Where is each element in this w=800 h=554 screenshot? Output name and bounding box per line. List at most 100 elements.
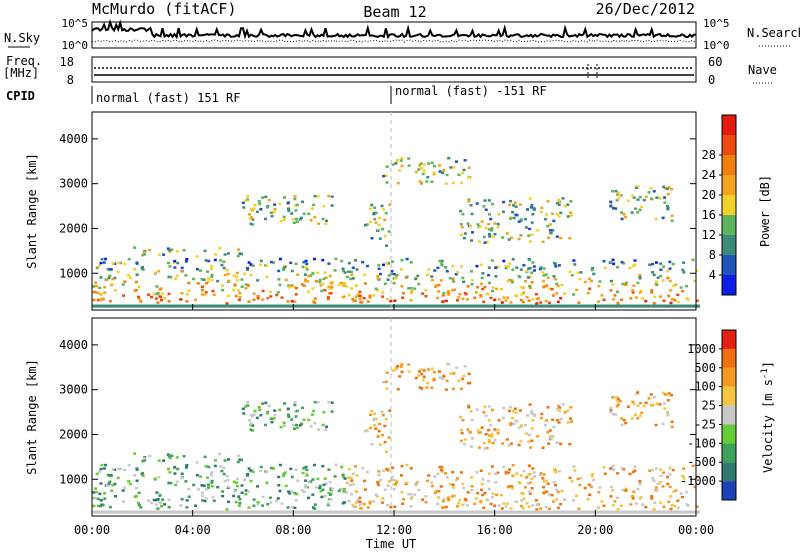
echo-cell xyxy=(268,496,272,499)
echo-cell xyxy=(307,480,311,484)
echo-cell xyxy=(324,276,328,279)
echo-cell xyxy=(416,510,421,514)
echo-cell xyxy=(123,262,127,266)
echo-cell xyxy=(147,499,151,502)
echo-cell xyxy=(504,472,508,476)
echo-cell xyxy=(504,265,508,268)
echo-cell xyxy=(295,286,299,290)
echo-cell xyxy=(194,298,198,301)
echo-cell xyxy=(462,280,466,284)
echo-cell xyxy=(481,493,485,497)
echo-cell xyxy=(657,510,662,514)
echo-cell xyxy=(612,298,616,301)
echo-cell xyxy=(356,292,360,296)
echo-cell xyxy=(538,473,542,477)
power-echo-cells xyxy=(92,156,700,308)
echo-cell xyxy=(214,459,217,462)
echo-cell xyxy=(525,269,529,273)
echo-cell xyxy=(349,270,353,274)
echo-cell xyxy=(252,504,256,507)
echo-cell xyxy=(363,429,367,433)
echo-cell xyxy=(290,300,294,303)
echo-cell xyxy=(235,271,239,275)
echo-cell xyxy=(609,205,613,208)
echo-cell xyxy=(549,437,553,441)
echo-cell xyxy=(521,506,525,510)
echo-cell xyxy=(530,412,533,415)
nsearch-label: N.Search xyxy=(747,26,800,40)
colorbar-swatch xyxy=(722,348,736,368)
colorbar-swatch xyxy=(722,462,736,482)
echo-cell xyxy=(293,403,297,407)
echo-cell xyxy=(536,435,540,438)
echo-cell xyxy=(447,362,451,366)
echo-cell xyxy=(425,180,429,183)
echo-cell xyxy=(539,416,543,420)
echo-cell xyxy=(273,208,277,211)
echo-cell xyxy=(384,211,388,215)
echo-cell xyxy=(496,222,500,226)
echo-cell xyxy=(644,401,648,405)
echo-cell xyxy=(651,468,654,472)
echo-cell xyxy=(93,497,97,500)
echo-cell xyxy=(211,495,215,499)
echo-cell xyxy=(615,405,619,408)
echo-cell xyxy=(121,283,125,286)
echo-cell xyxy=(500,301,504,304)
echo-cell xyxy=(341,296,345,299)
echo-cell xyxy=(400,268,403,271)
echo-cell xyxy=(457,379,461,383)
echo-cell xyxy=(286,201,290,204)
echo-cell xyxy=(272,467,276,470)
echo-cell xyxy=(330,204,334,207)
echo-cell xyxy=(256,279,260,282)
echo-cell xyxy=(127,463,131,467)
echo-cell xyxy=(636,185,640,188)
echo-cell xyxy=(340,487,343,491)
echo-cell xyxy=(383,424,387,428)
echo-cell xyxy=(620,217,624,221)
echo-cell xyxy=(400,491,404,494)
echo-cell xyxy=(648,469,652,472)
echo-cell xyxy=(611,464,615,468)
echo-cell xyxy=(667,500,671,504)
echo-cell xyxy=(556,284,560,288)
echo-cell xyxy=(252,292,256,295)
echo-cell xyxy=(552,275,556,278)
echo-cell xyxy=(539,472,543,475)
echo-cell xyxy=(294,262,298,265)
echo-cell xyxy=(157,459,161,462)
echo-cell xyxy=(673,504,677,508)
echo-cell xyxy=(531,261,535,264)
echo-cell xyxy=(311,478,315,481)
echo-cell xyxy=(277,269,281,273)
echo-cell xyxy=(659,262,663,265)
echo-cell xyxy=(382,380,386,384)
echo-cell xyxy=(185,506,189,509)
echo-cell xyxy=(655,402,659,405)
echo-cell xyxy=(334,463,338,467)
echo-cell xyxy=(659,295,663,298)
echo-cell xyxy=(497,504,501,507)
echo-cell xyxy=(441,294,445,297)
echo-cell xyxy=(587,277,591,281)
echo-cell xyxy=(180,270,184,273)
echo-cell xyxy=(520,293,524,296)
echo-cell xyxy=(381,497,385,500)
echo-cell xyxy=(155,491,159,494)
echo-cell xyxy=(392,277,396,280)
echo-cell xyxy=(620,211,624,214)
echo-cell xyxy=(572,499,576,502)
echo-cell xyxy=(137,295,140,299)
echo-cell xyxy=(368,502,372,505)
y-tick-label: 4000 xyxy=(59,338,88,352)
echo-cell xyxy=(469,410,473,413)
echo-cell xyxy=(670,425,674,428)
echo-cell xyxy=(609,200,613,204)
echo-cell xyxy=(547,236,551,239)
echo-cell xyxy=(150,501,153,505)
echo-cell xyxy=(470,239,473,242)
echo-cell xyxy=(400,157,404,160)
echo-cell xyxy=(161,292,165,295)
echo-cell xyxy=(295,426,299,430)
